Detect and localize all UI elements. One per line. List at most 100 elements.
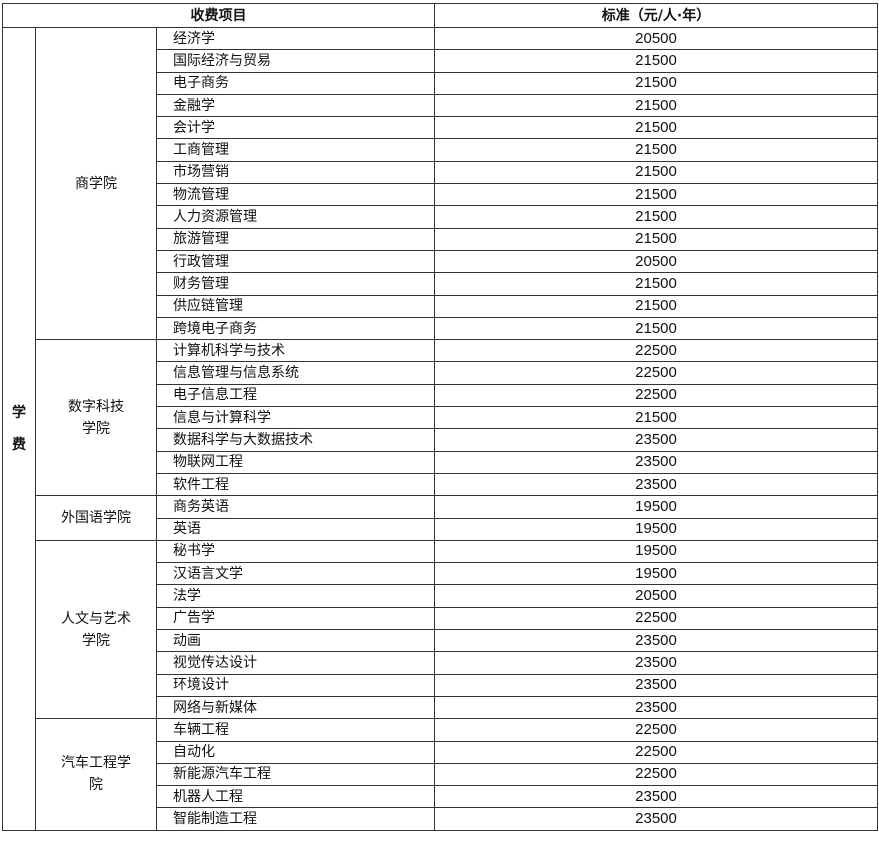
college-name: 汽车工程学院 (61, 755, 131, 794)
fee-value: 21500 (434, 205, 878, 229)
fee-value: 23500 (434, 629, 878, 653)
fee-value: 19500 (434, 517, 878, 541)
table-row: 机器人工程 23500 (3, 785, 878, 809)
major-name: 工商管理 (156, 138, 435, 162)
table-row: 行政管理 20500 (3, 249, 878, 274)
table-row: 人力资源管理 21500 (3, 205, 878, 229)
category-label: 学费 (12, 404, 26, 453)
fee-value: 23500 (434, 428, 878, 452)
college-cell: 汽车工程学院 (35, 718, 157, 831)
fee-value: 21500 (434, 183, 878, 207)
fee-value: 21500 (434, 316, 878, 341)
fee-value: 21500 (434, 93, 878, 118)
table-row: 数据科学与大数据技术 23500 (3, 428, 878, 452)
table-row: 广告学 22500 (3, 606, 878, 631)
table-row: 法学 20500 (3, 584, 878, 608)
major-name: 新能源汽车工程 (156, 762, 435, 787)
major-name: 环境设计 (156, 673, 435, 697)
major-name: 英语 (156, 517, 435, 541)
table-row: 学费 商学院 经济学 20500 (2, 26, 878, 831)
fee-table: 收费项目 标准（元/人·年） 学费 商学院 经济学 20500 国际经济与贸易 21500… (2, 3, 878, 831)
major-name: 电子商务 (156, 71, 435, 95)
fee-value: 21500 (434, 227, 878, 251)
major-name: 动画 (156, 629, 435, 653)
major-name: 网络与新媒体 (156, 695, 435, 720)
fee-value: 20500 (434, 249, 878, 274)
college-name: 数字科技学院 (68, 398, 124, 437)
table-row: 旅游管理 21500 (3, 227, 878, 251)
fee-value: 22500 (434, 718, 878, 742)
table-row: 自动化 22500 (3, 740, 878, 764)
table-row: 环境设计 23500 (3, 673, 878, 697)
major-name: 智能制造工程 (156, 807, 435, 831)
header-item: 收费项目 (2, 3, 435, 28)
major-name: 信息与计算科学 (156, 406, 435, 430)
table-row: 跨境电子商务 21500 (3, 316, 878, 341)
major-name: 数据科学与大数据技术 (156, 428, 435, 452)
major-name: 广告学 (156, 606, 435, 631)
fee-value: 22500 (434, 361, 878, 385)
fee-value: 20500 (434, 584, 878, 608)
fee-value: 23500 (434, 695, 878, 720)
fee-value: 21500 (434, 406, 878, 430)
table-row: 金融学 21500 (3, 93, 878, 118)
table-row: 数字科技学院 计算机科学与技术 22500 (3, 339, 878, 497)
major-name: 会计学 (156, 116, 435, 140)
fee-value: 21500 (434, 49, 878, 73)
fee-value: 22500 (434, 339, 878, 363)
table-row: 工商管理 21500 (3, 138, 878, 162)
fee-value: 23500 (434, 450, 878, 474)
fee-value: 23500 (434, 673, 878, 697)
fee-value: 23500 (434, 785, 878, 809)
major-name: 计算机科学与技术 (156, 339, 435, 363)
major-name: 机器人工程 (156, 785, 435, 809)
table-row: 财务管理 21500 (3, 272, 878, 296)
major-name: 行政管理 (156, 249, 435, 274)
college-cell: 外国语学院 (35, 495, 157, 541)
fee-value: 22500 (434, 606, 878, 631)
major-name: 物流管理 (156, 183, 435, 207)
table-row: 物流管理 21500 (3, 183, 878, 207)
fee-value: 21500 (434, 272, 878, 296)
fee-value: 20500 (434, 26, 878, 51)
college-cell: 人文与艺术学院 (35, 539, 157, 720)
major-name: 物联网工程 (156, 450, 435, 474)
college-cell: 数字科技学院 (35, 339, 157, 497)
major-name: 经济学 (156, 26, 435, 51)
major-name: 电子信息工程 (156, 383, 435, 408)
fee-value: 19500 (434, 495, 878, 519)
fee-value: 22500 (434, 740, 878, 764)
header-standard: 标准（元/人·年） (434, 3, 878, 28)
table-row: 新能源汽车工程 22500 (3, 762, 878, 787)
major-name: 软件工程 (156, 472, 435, 497)
fee-value: 19500 (434, 562, 878, 586)
major-name: 秘书学 (156, 539, 435, 564)
table-row: 动画 23500 (3, 629, 878, 653)
fee-value: 21500 (434, 294, 878, 318)
table-row: 人文与艺术学院 秘书学 19500 (3, 539, 878, 720)
table-row: 智能制造工程 23500 (3, 807, 878, 831)
table-row: 外国语学院 商务英语 19500 (3, 495, 878, 541)
table-row: 汉语言文学 19500 (3, 562, 878, 586)
college-name: 外国语学院 (61, 510, 131, 527)
major-name: 汉语言文学 (156, 562, 435, 586)
fee-value: 21500 (434, 160, 878, 185)
table-row: 软件工程 23500 (3, 472, 878, 497)
college-cell: 商学院 (35, 26, 157, 341)
fee-value: 22500 (434, 383, 878, 408)
major-name: 人力资源管理 (156, 205, 435, 229)
major-name: 跨境电子商务 (156, 316, 435, 341)
fee-value: 23500 (434, 472, 878, 497)
major-name: 国际经济与贸易 (156, 49, 435, 73)
major-name: 金融学 (156, 93, 435, 118)
table-row: 英语 19500 (3, 517, 878, 541)
fee-value: 21500 (434, 116, 878, 140)
fee-value: 21500 (434, 138, 878, 162)
fee-value: 19500 (434, 539, 878, 564)
major-name: 车辆工程 (156, 718, 435, 742)
major-name: 视觉传达设计 (156, 651, 435, 675)
college-name: 商学院 (75, 175, 117, 192)
major-name: 旅游管理 (156, 227, 435, 251)
table-row: 汽车工程学院 车辆工程 22500 (3, 718, 878, 831)
fee-value: 22500 (434, 762, 878, 787)
